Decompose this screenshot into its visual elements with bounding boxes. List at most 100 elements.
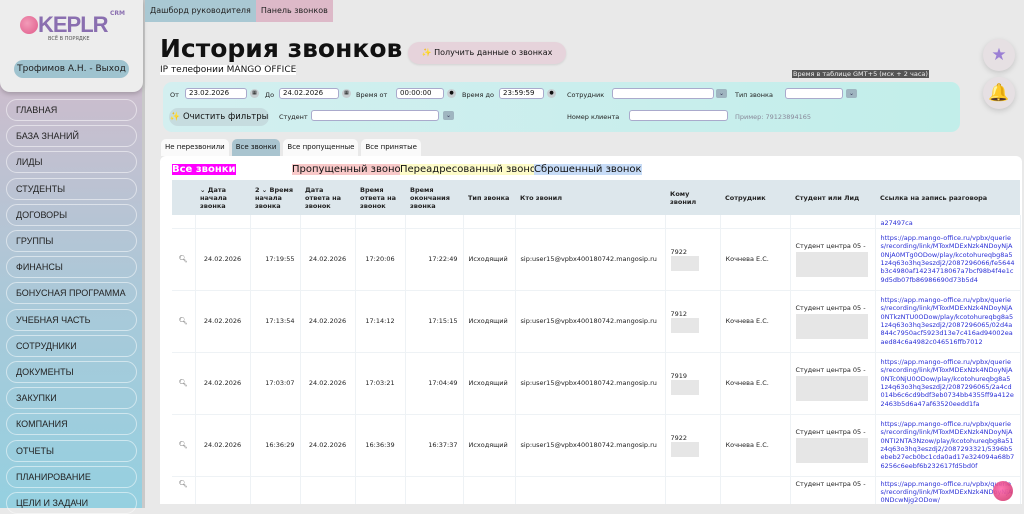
clock-icon[interactable]: ● xyxy=(447,89,456,98)
cell-end-time: 16:37:37 xyxy=(405,414,464,477)
search-icon[interactable]: 🔍︎ xyxy=(172,290,196,353)
sidebar-item[interactable]: КОМПАНИЯ xyxy=(6,413,137,436)
cell-start-date: 24.02.2026 xyxy=(195,352,251,415)
logo-crm: CRM xyxy=(110,10,125,17)
clock-icon[interactable]: ● xyxy=(547,89,556,98)
cell-type: Исходящий xyxy=(463,352,516,415)
cell-student[interactable]: Студент центра 05 - xyxy=(790,476,876,505)
sidebar-item[interactable]: ГЛАВНАЯ xyxy=(6,99,137,121)
column-header[interactable]: Кому звонил xyxy=(665,180,720,215)
column-header[interactable]: ⌄ Дата начала звонка xyxy=(195,180,250,215)
cell-student[interactable]: Студент центра 05 - xyxy=(790,290,876,353)
cell-link: https://app.mango-office.ru/vpbx/queries… xyxy=(875,414,1021,477)
client-number-label: Номер клиента xyxy=(567,113,620,121)
tab-not-called-back[interactable]: Не перезвонили xyxy=(161,139,229,156)
sidebar-item[interactable]: СОТРУДНИКИ xyxy=(6,334,137,357)
recording-link[interactable]: https://app.mango-office.ru/vpbx/queries… xyxy=(880,358,1014,408)
clear-filters-button[interactable]: ✨ Очистить фильтры xyxy=(169,108,269,126)
search-icon[interactable]: 🔍︎ xyxy=(172,414,196,477)
calendar-icon[interactable]: ▦ xyxy=(342,89,351,98)
chevron-down-icon[interactable]: ⌄ xyxy=(716,89,727,98)
recording-link[interactable]: a27497ca xyxy=(880,219,913,228)
column-header[interactable]: Кто звонил xyxy=(515,180,665,215)
call-tabs: Не перезвонили Все звонки Все пропущенны… xyxy=(161,139,421,156)
column-header[interactable]: Время ответа на звонок xyxy=(355,180,405,215)
redacted-block xyxy=(795,313,868,339)
cell-employee: Кочнева Е.С. xyxy=(720,290,791,353)
cell-student[interactable]: Студент центра 05 - xyxy=(790,414,876,477)
date-from-input[interactable]: 23.02.2026 xyxy=(185,88,247,99)
tab-all-missed[interactable]: Все пропущенные xyxy=(283,139,359,156)
sidebar-item[interactable]: СТУДЕНТЫ xyxy=(6,177,137,200)
column-header[interactable]: Сотрудник xyxy=(720,180,790,215)
sidebar-item[interactable]: ЛИДЫ xyxy=(6,151,137,174)
sidebar-item[interactable]: БОНУСНАЯ ПРОГРАММА xyxy=(6,282,137,305)
table-cell xyxy=(355,215,406,229)
call-type-select[interactable] xyxy=(785,88,843,99)
timezone-note: Время в таблице GMT+5 (мск + 2 часа) xyxy=(792,70,929,78)
sidebar-item[interactable]: ГРУППЫ xyxy=(6,230,137,252)
bell-icon[interactable]: 🔔 xyxy=(983,77,1015,109)
chevron-down-icon[interactable]: ⌄ xyxy=(846,89,857,98)
sidebar-item[interactable]: ЦЕЛИ И ЗАДАЧИ xyxy=(6,492,137,514)
cell-answer-time xyxy=(355,476,406,505)
time-from-input[interactable]: 00:00:00 xyxy=(396,88,444,99)
cell-caller: sip:user15@vpbx400180742.mangosip.ru xyxy=(515,414,666,477)
recording-link[interactable]: https://app.mango-office.ru/vpbx/queries… xyxy=(880,420,1015,470)
column-header[interactable]: Ссылка на запись разговора xyxy=(875,180,1020,215)
search-icon[interactable]: 🔍︎ xyxy=(172,228,196,291)
calendar-icon[interactable]: ▦ xyxy=(250,89,259,98)
callee-number: 7922 xyxy=(670,247,688,256)
cell-type xyxy=(463,476,516,505)
cell-student[interactable]: Студент центра 05 - xyxy=(790,352,876,415)
recording-link[interactable]: https://app.mango-office.ru/vpbx/queries… xyxy=(880,234,1015,284)
tab-all-calls[interactable]: Все звонки xyxy=(231,139,281,156)
recording-link[interactable]: https://app.mango-office.ru/vpbx/queries… xyxy=(880,296,1014,346)
sidebar-item[interactable]: ДОГОВОРЫ xyxy=(6,203,137,226)
chevron-down-icon[interactable]: ⌄ xyxy=(443,111,454,120)
sidebar-item[interactable]: БАЗА ЗНАНИЙ xyxy=(6,125,137,148)
sidebar-item[interactable]: ДОКУМЕНТЫ xyxy=(6,361,137,383)
student-name: Студент центра 05 - xyxy=(795,303,866,312)
sidebar-item[interactable]: ПЛАНИРОВАНИЕ xyxy=(6,465,137,488)
cell-caller: sip:user15@vpbx400180742.mangosip.ru xyxy=(515,290,666,353)
keplr-logo[interactable]: KEPLR CRM ВСЁ В ПОРЯДКЕ xyxy=(18,10,128,42)
employee-select[interactable] xyxy=(612,88,714,99)
logout-button[interactable]: Трофимов А.Н. - Выход xyxy=(14,60,129,78)
top-tab-calls-panel[interactable]: Панель звонков xyxy=(255,0,333,22)
date-to-input[interactable]: 24.02.2026 xyxy=(279,88,339,99)
tab-all-accepted[interactable]: Все принятые xyxy=(361,139,421,156)
sidebar-item[interactable]: УЧЕБНАЯ ЧАСТЬ xyxy=(6,308,137,331)
search-icon[interactable]: 🔍︎ xyxy=(172,476,196,505)
sidebar-item[interactable]: ЗАКУПКИ xyxy=(6,387,137,410)
column-header[interactable]: Дата ответа на звонок xyxy=(300,180,355,215)
calls-table: ⌄ Дата начала звонка 2 ⌄ Время начала зво… xyxy=(172,180,1021,505)
from-label: От xyxy=(170,91,179,99)
search-icon[interactable]: 🔍︎ xyxy=(172,352,196,415)
column-header[interactable]: Студент или Лид xyxy=(790,180,875,215)
column-header[interactable]: 2 ⌄ Время начала звонка xyxy=(250,180,300,215)
cell-callee: 7919 xyxy=(665,352,721,415)
column-header[interactable]: Время окончания звонка xyxy=(405,180,463,215)
client-number-input[interactable] xyxy=(629,110,728,121)
calls-table-wrapper[interactable]: ⌄ Дата начала звонка 2 ⌄ Время начала зво… xyxy=(172,180,1021,505)
star-icon[interactable]: ★ xyxy=(983,39,1015,71)
cell-employee xyxy=(720,476,791,505)
cell-answer-date: 24.02.2026 xyxy=(300,414,356,477)
sidebar-item[interactable]: ФИНАНСЫ xyxy=(6,256,137,279)
student-select[interactable] xyxy=(311,110,439,121)
get-call-data-button[interactable]: ✨ Получить данные о звонках xyxy=(408,42,566,64)
table-row: 🔍︎ 24.02.2026 17:13:54 24.02.2026 17:14:12 17… xyxy=(172,290,1021,353)
cell-callee: 7912 xyxy=(665,290,721,353)
time-to-label: Время до xyxy=(462,91,494,99)
time-from-label: Время от xyxy=(356,91,388,99)
sidebar-item[interactable]: ОТЧЕТЫ xyxy=(6,439,137,462)
table-cell xyxy=(515,215,666,229)
cell-student[interactable]: Студент центра 05 - xyxy=(790,228,876,291)
cell-answer-time: 17:14:12 xyxy=(355,290,406,353)
top-tab-dashboard[interactable]: Дашборд руководителя xyxy=(145,0,256,22)
column-header[interactable]: Тип звонка xyxy=(463,180,515,215)
recording-link[interactable]: https://app.mango-office.ru/vpbx/queries… xyxy=(880,479,1013,505)
planet-icon[interactable] xyxy=(993,481,1013,501)
time-to-input[interactable]: 23:59:59 xyxy=(499,88,544,99)
